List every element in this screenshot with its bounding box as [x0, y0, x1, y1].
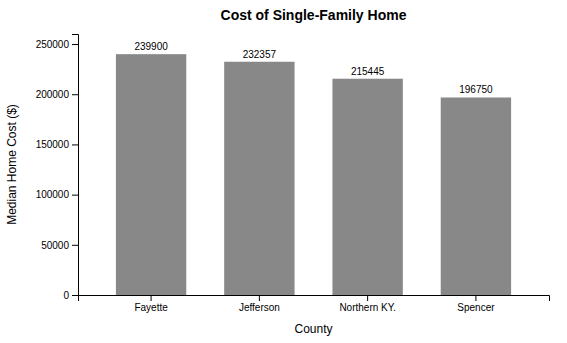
y-tick: 200000	[36, 89, 78, 100]
y-tick-label: 0	[63, 290, 69, 301]
x-axis-title: County	[294, 322, 332, 336]
y-tick-mark	[72, 295, 78, 296]
title: Cost of Single-Family Home	[221, 7, 407, 23]
x-tick-mark	[151, 295, 152, 301]
data-label: 239900	[134, 41, 168, 52]
x-axis: Fayette Jefferson Northern KY. Spencer	[79, 295, 550, 313]
x-tick: Spencer	[457, 295, 495, 313]
y-tick: 50000	[41, 240, 78, 251]
bar	[441, 97, 511, 295]
data-labels: 239900 232357 215445 196750	[134, 41, 493, 95]
x-tick-mark	[367, 295, 368, 301]
y-tick-label: 150000	[36, 139, 70, 150]
chart-container: 0 50000 100000 150000 200000 250000 Fayette Jef…	[0, 0, 567, 343]
x-tick: Northern KY.	[339, 295, 396, 313]
y-tick-mark	[72, 44, 78, 45]
y-tick-mark	[72, 245, 78, 246]
bars	[116, 54, 511, 295]
y-axis: 0 50000 100000 150000 200000 250000	[36, 35, 79, 301]
y-tick-mark	[72, 94, 78, 95]
x-tick-mark	[475, 295, 476, 301]
y-tick: 250000	[36, 39, 78, 50]
bar	[332, 79, 402, 295]
x-tick-mark	[259, 295, 260, 301]
data-label: 215445	[351, 66, 385, 77]
x-axis-line	[79, 296, 550, 302]
x-tick-label: Spencer	[457, 302, 495, 313]
data-label: 196750	[459, 84, 493, 95]
x-tick-label: Northern KY.	[339, 302, 396, 313]
y-tick-label: 200000	[36, 89, 70, 100]
plot-area: 0 50000 100000 150000 200000 250000 Fayette Jef…	[36, 35, 550, 314]
bar	[224, 62, 294, 295]
y-tick-mark	[72, 195, 78, 196]
chart: 0 50000 100000 150000 200000 250000 Fayette Jef…	[0, 0, 567, 343]
y-tick: 0	[63, 290, 78, 301]
y-axis-title: Median Home Cost ($)	[5, 104, 19, 225]
x-tick: Jefferson	[239, 295, 280, 313]
data-label: 232357	[243, 49, 277, 60]
y-axis-line	[72, 35, 79, 296]
x-tick: Fayette	[134, 295, 168, 313]
y-tick: 150000	[36, 139, 78, 150]
x-tick-label: Jefferson	[239, 302, 280, 313]
y-tick: 100000	[36, 189, 78, 200]
y-tick-label: 100000	[36, 189, 70, 200]
y-tick-label: 50000	[41, 240, 69, 251]
x-tick-label: Fayette	[134, 302, 168, 313]
bar	[116, 54, 186, 295]
y-tick-label: 250000	[36, 39, 70, 50]
y-tick-mark	[72, 144, 78, 145]
